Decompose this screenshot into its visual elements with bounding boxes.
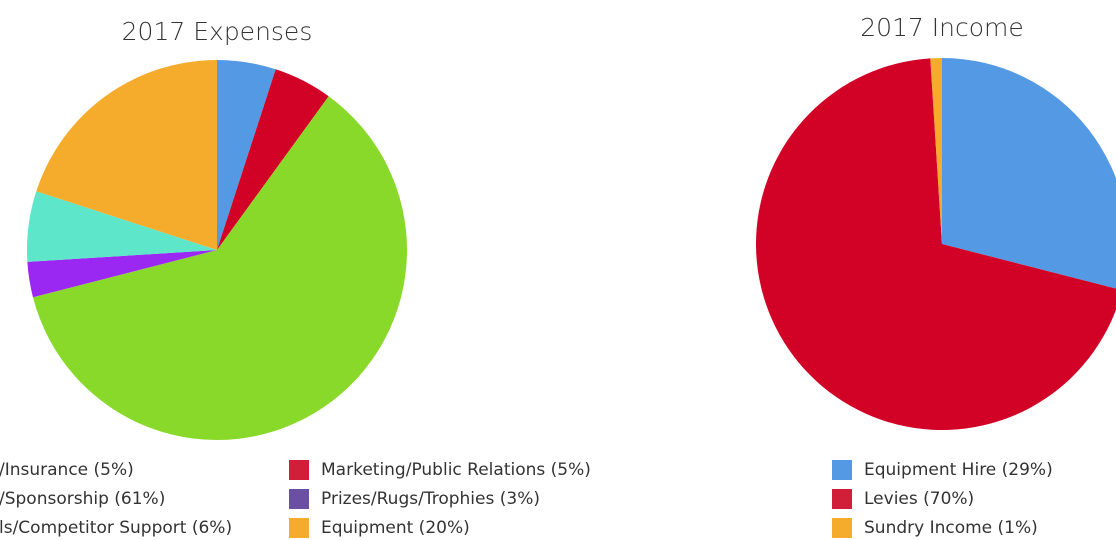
legend-label: Marketing/Public Relations (5%) <box>321 460 591 480</box>
legend-label: Equipment Hire (29%) <box>864 460 1053 480</box>
income-legend: Equipment Hire (29%) Levies (70%) Sundry I… <box>832 460 1053 538</box>
legend-swatch <box>832 489 852 509</box>
pie-slice-sponsorship <box>32 96 408 441</box>
legend-item-ls-competitor-support: ls/Competitor Support (6%) <box>0 518 232 538</box>
legend-label: Levies (70%) <box>864 489 974 509</box>
legend-label: Equipment (20%) <box>321 518 470 538</box>
expenses-chart: 2017 Expenses /Insurance (5%) Marketing/P… <box>0 17 591 538</box>
legend-label: Sundry Income (1%) <box>864 518 1038 538</box>
legend-item-levies: Levies (70%) <box>832 489 974 509</box>
legend-label: Prizes/Rugs/Trophies (3%) <box>321 489 540 509</box>
legend-item-marketing-public-relations: Marketing/Public Relations (5%) <box>289 460 591 480</box>
legend-label: /Sponsorship (61%) <box>0 489 165 509</box>
income-pie <box>756 58 1116 430</box>
legend-item-sponsorship: /Sponsorship (61%) <box>0 489 165 509</box>
pie-slice-sundry-income <box>930 58 942 244</box>
legend-swatch <box>289 489 309 509</box>
legend-label: /Insurance (5%) <box>0 460 134 480</box>
expenses-chart-title: 2017 Expenses <box>122 17 313 46</box>
legend-item-prizes-rugs-trophies: Prizes/Rugs/Trophies (3%) <box>289 489 540 509</box>
pie-slice-equipment <box>36 60 217 250</box>
pie-slice-levies <box>756 58 1116 430</box>
pie-slice-marketing-public-relations <box>217 69 329 250</box>
pie-slice-prizes-rugs-trophies <box>27 250 218 298</box>
legend-item-sundry-income: Sundry Income (1%) <box>832 518 1038 538</box>
pie-slice-equipment-hire <box>942 58 1116 289</box>
legend-label: ls/Competitor Support (6%) <box>0 518 232 538</box>
income-chart: 2017 Income Equipment Hire (29%) Levies (… <box>756 13 1116 538</box>
legend-item-insurance: /Insurance (5%) <box>0 460 134 480</box>
expenses-pie <box>26 60 408 441</box>
legend-item-equipment-hire: Equipment Hire (29%) <box>832 460 1053 480</box>
legend-swatch <box>832 518 852 538</box>
pie-slice-ls-competitor-support <box>26 191 218 262</box>
legend-swatch <box>289 460 309 480</box>
legend-item-equipment: Equipment (20%) <box>289 518 470 538</box>
expenses-legend: /Insurance (5%) Marketing/Public Relation… <box>0 460 591 538</box>
pie-slice-insurance <box>217 60 276 250</box>
legend-swatch <box>832 460 852 480</box>
legend-swatch <box>289 518 309 538</box>
income-chart-title: 2017 Income <box>860 13 1024 42</box>
